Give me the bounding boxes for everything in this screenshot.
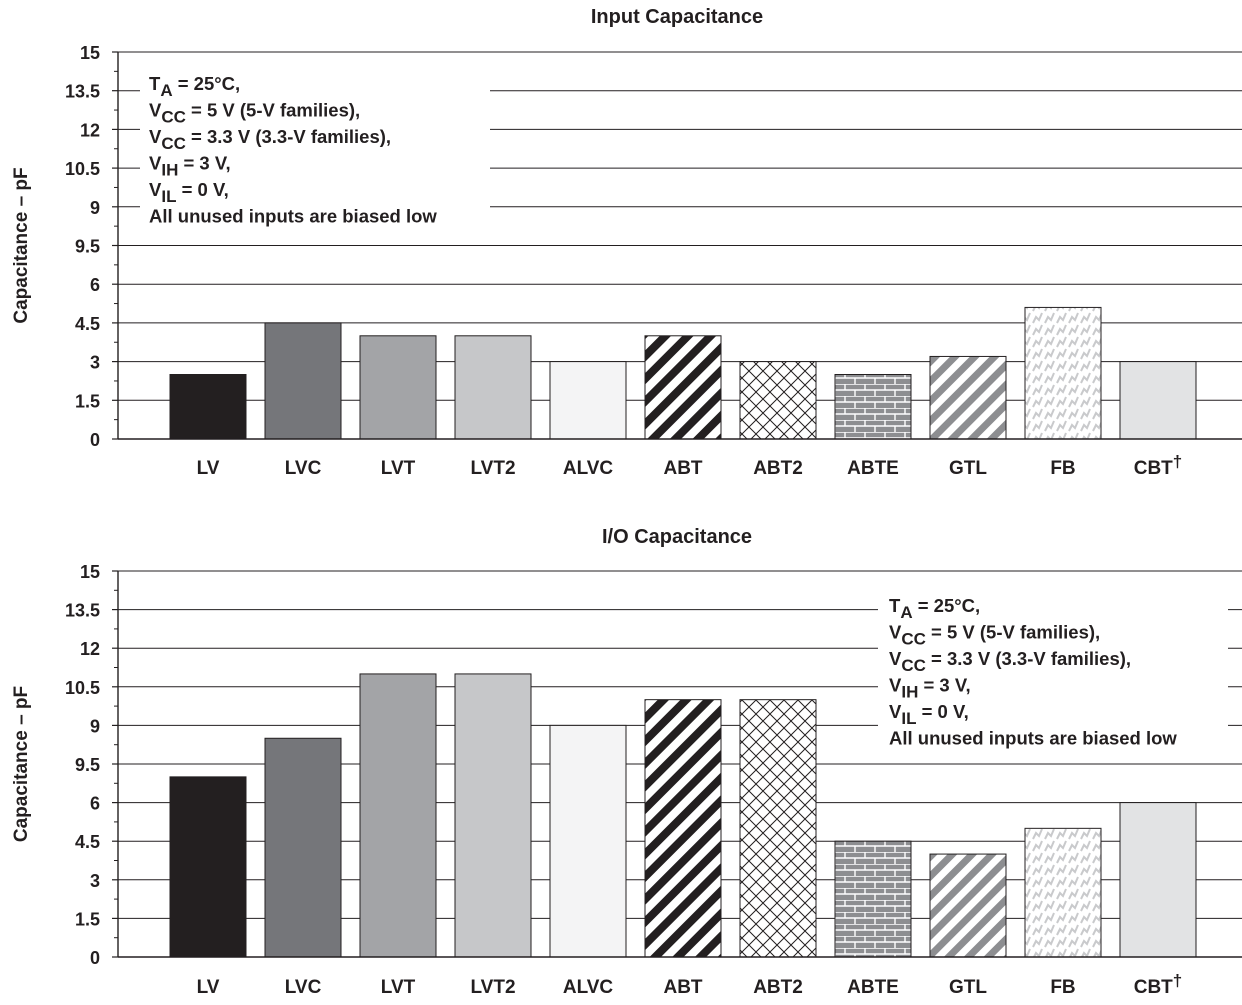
x-tick-label: ABTE: [847, 458, 899, 479]
bar-abt: [644, 335, 722, 440]
chart-panel-1: Input Capacitance Capacitance – pF 0 1.5 3 4.…: [11, 6, 1242, 479]
bar-fb: [1024, 827, 1102, 958]
y-axis-label: Capacitance – pF: [11, 167, 32, 323]
y-tick-label: 12: [80, 120, 100, 140]
bar-fb: [1024, 306, 1102, 440]
bar-cbt: [1119, 802, 1197, 958]
conditions-annotation: TA = 25°C,VCC = 5 V (5-V families),VCC =…: [140, 66, 490, 227]
x-tick-label: GTL: [949, 977, 987, 998]
annotation-background: [140, 66, 490, 226]
annotation-line: All unused inputs are biased low: [889, 728, 1177, 749]
y-tick-label: 13.5: [65, 601, 100, 621]
annotation-line: VCC = 3.3 V (3.3-V families),: [149, 126, 391, 153]
x-tick-label: ABT: [663, 458, 702, 479]
annotation-line: All unused inputs are biased low: [149, 206, 437, 227]
y-tick-label: 13.5: [65, 82, 100, 102]
bar-lvt2: [454, 673, 532, 958]
x-tick-label: CBT†: [1134, 971, 1183, 998]
x-tick-label: LVT2: [470, 977, 515, 998]
x-tick-label: LV: [197, 458, 220, 479]
y-tick-label: 15: [80, 43, 100, 63]
bar-lvc: [264, 322, 342, 440]
bar-lvt2: [454, 335, 532, 440]
annotation-line: TA = 25°C,: [889, 595, 980, 622]
bar-lvc: [264, 737, 342, 958]
chart-title: I/O Capacitance: [602, 526, 752, 548]
y-tick-label: 6: [90, 794, 100, 814]
y-tick-label: 4.5: [75, 832, 100, 852]
x-tick-label: ABT2: [753, 977, 803, 998]
y-tick-label: 1.5: [75, 391, 100, 411]
y-tick-label: 6: [90, 275, 100, 295]
chart-title: Input Capacitance: [591, 6, 763, 28]
x-tick-label: LV: [197, 977, 220, 998]
y-tick-label: 3: [90, 871, 100, 891]
annotation-line: VCC = 5 V (5-V families),: [889, 622, 1100, 649]
bar-abt2: [739, 699, 817, 958]
y-tick-label: 9.5: [75, 237, 100, 257]
x-tick-label: LVC: [285, 458, 322, 479]
annotation-line: VIL = 0 V,: [149, 179, 229, 206]
bar-alvc: [549, 361, 627, 440]
x-tick-label: ABT2: [753, 458, 803, 479]
x-tick-label: LVT2: [470, 458, 515, 479]
dagger-mark: †: [1173, 971, 1182, 990]
y-tick-label: 15: [80, 562, 100, 582]
bar-lv: [169, 776, 247, 958]
x-tick-label: ABTE: [847, 977, 899, 998]
x-tick-label: CBT†: [1134, 452, 1183, 479]
bar-lvt: [359, 673, 437, 958]
y-tick-label: 9: [90, 198, 100, 218]
x-tick-label: LVC: [285, 977, 322, 998]
y-tick-label: 10.5: [65, 159, 100, 179]
annotation-line: VCC = 3.3 V (3.3-V families),: [889, 648, 1131, 675]
y-tick-label: 0: [90, 948, 100, 968]
x-tick-label: LVT: [381, 977, 416, 998]
y-tick-label: 10.5: [65, 678, 100, 698]
bar-alvc: [549, 724, 627, 958]
y-tick-label: 9.5: [75, 755, 100, 775]
dagger-mark: †: [1173, 452, 1182, 471]
y-tick-label: 4.5: [75, 314, 100, 334]
bar-abt: [644, 699, 722, 958]
x-tick-label: GTL: [949, 458, 987, 479]
annotation-line: VIH = 3 V,: [889, 675, 971, 702]
x-tick-label: ABT: [663, 977, 702, 998]
x-tick-label: ALVC: [563, 458, 614, 479]
x-tick-label: ALVC: [563, 977, 614, 998]
chart-panel-2: I/O Capacitance Capacitance – pF 0 1.5 3 4.5 6…: [11, 526, 1242, 998]
x-tick-label: FB: [1050, 458, 1075, 479]
bar-gtl: [929, 853, 1007, 958]
bar-abte: [834, 374, 912, 440]
y-tick-label: 9: [90, 716, 100, 736]
y-axis-label: Capacitance – pF: [11, 686, 32, 842]
bar-abt2: [739, 361, 817, 440]
x-tick-label: LVT: [381, 458, 416, 479]
y-tick-label: 12: [80, 639, 100, 659]
annotation-line: VIL = 0 V,: [889, 701, 969, 728]
bar-gtl: [929, 355, 1007, 440]
y-tick-label: 3: [90, 353, 100, 373]
bar-lvt: [359, 335, 437, 440]
annotation-line: VIH = 3 V,: [149, 153, 231, 180]
y-tick-label: 1.5: [75, 909, 100, 929]
conditions-annotation: TA = 25°C,VCC = 5 V (5-V families),VCC =…: [878, 588, 1228, 749]
annotation-background: [878, 588, 1228, 748]
annotation-line: TA = 25°C,: [149, 73, 240, 100]
bar-abte: [834, 840, 912, 958]
x-tick-label: FB: [1050, 977, 1075, 998]
y-tick-label: 0: [90, 430, 100, 450]
bar-cbt: [1119, 361, 1197, 440]
bar-lv: [169, 374, 247, 440]
annotation-line: VCC = 5 V (5-V families),: [149, 100, 360, 127]
